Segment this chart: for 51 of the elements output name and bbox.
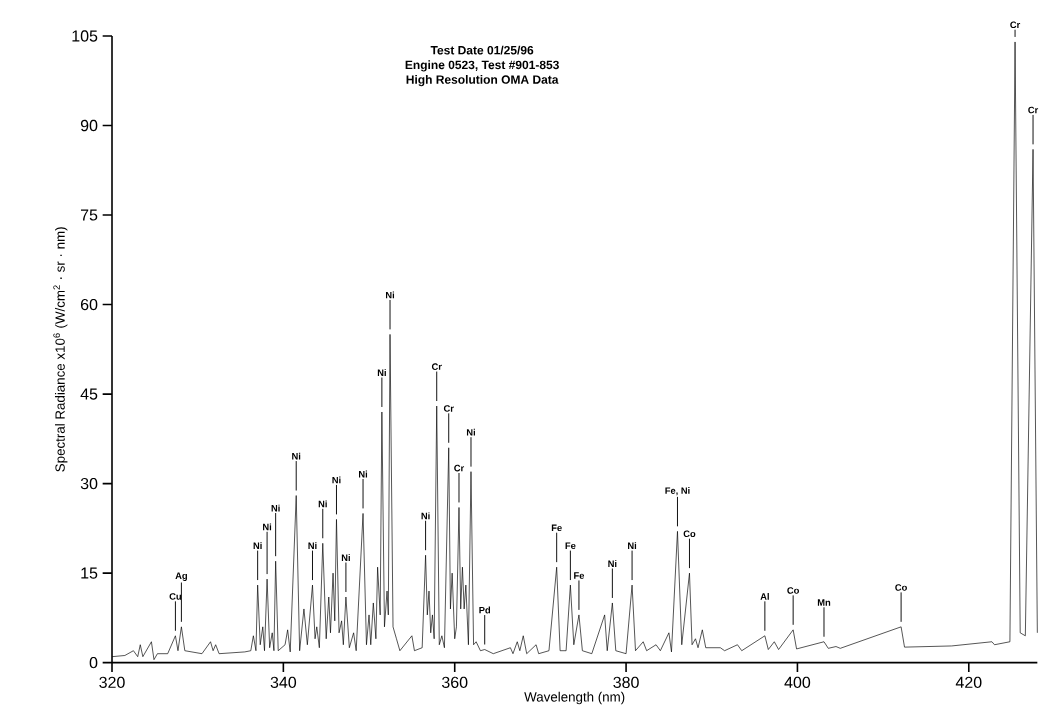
annotation: Cr [454, 464, 465, 472]
annotation: Ni [263, 523, 272, 531]
annotation: Fe, Ni [665, 487, 690, 496]
y-tick-label: 15 [81, 567, 98, 579]
annotation: Ni [292, 452, 301, 460]
y-axis-title: Spectral Radiance x10$^{6}$ (W/cm$^{2}$ · sr · nm) [53, 227, 68, 472]
annotation: Cr [431, 363, 442, 370]
y-tick-label: 45 [80, 388, 98, 400]
y-tick-label: 90 [80, 119, 98, 132]
annotation: High Resolution OMA Data [406, 74, 559, 87]
x-tick-label: 320 [99, 676, 125, 689]
annotation: Fe [565, 542, 576, 549]
annotation: Ni [608, 560, 617, 567]
annotation: Ni [359, 470, 368, 478]
annotation: Al [760, 592, 769, 600]
text: Engine 0523, Test #901-853 [405, 60, 559, 72]
annotation: Ni [318, 500, 327, 508]
text: Test Date 01/25/96 [430, 45, 534, 55]
y-tick-label: 60 [80, 298, 98, 311]
x-tick-label: 340 [270, 676, 297, 689]
annotation: Ni [377, 369, 386, 376]
annotation: Cr [1010, 21, 1021, 29]
x-tick-label: 380 [613, 676, 639, 689]
annotation: Ni [271, 504, 280, 512]
y-tick-label: 75 [80, 209, 98, 221]
x-tick-label: 360 [441, 676, 468, 689]
x-tick-label: 400 [784, 676, 811, 689]
annotation: Cu [169, 593, 181, 600]
y-tick-label: 105 [72, 30, 98, 42]
annotation: Co [787, 587, 799, 594]
y-tick-label: 0 [89, 656, 98, 669]
annotation: Ni [332, 476, 341, 484]
annotation: Ni [466, 428, 475, 436]
annotation: Mn [817, 599, 831, 606]
annotation: Pd [479, 606, 491, 614]
annotation: Fe [551, 524, 562, 532]
annotation: Co [895, 584, 907, 591]
annotation: Ni [253, 542, 262, 549]
annotation: Cr [1028, 106, 1039, 114]
x-axis-title: Wavelength (nm) [524, 691, 625, 705]
y-tick-label: 30 [80, 477, 98, 490]
annotation: Fe [574, 572, 585, 579]
annotation: Cr [443, 405, 454, 412]
annotation: Co [683, 530, 696, 538]
annotation: Ni [628, 542, 637, 549]
annotation: Ni [341, 554, 350, 561]
x-tick-label: 420 [955, 676, 982, 689]
annotation: Ni [421, 512, 430, 520]
annotation: Ni [385, 291, 395, 299]
annotation: Ni [308, 542, 317, 549]
annotation: Ag [175, 572, 187, 581]
